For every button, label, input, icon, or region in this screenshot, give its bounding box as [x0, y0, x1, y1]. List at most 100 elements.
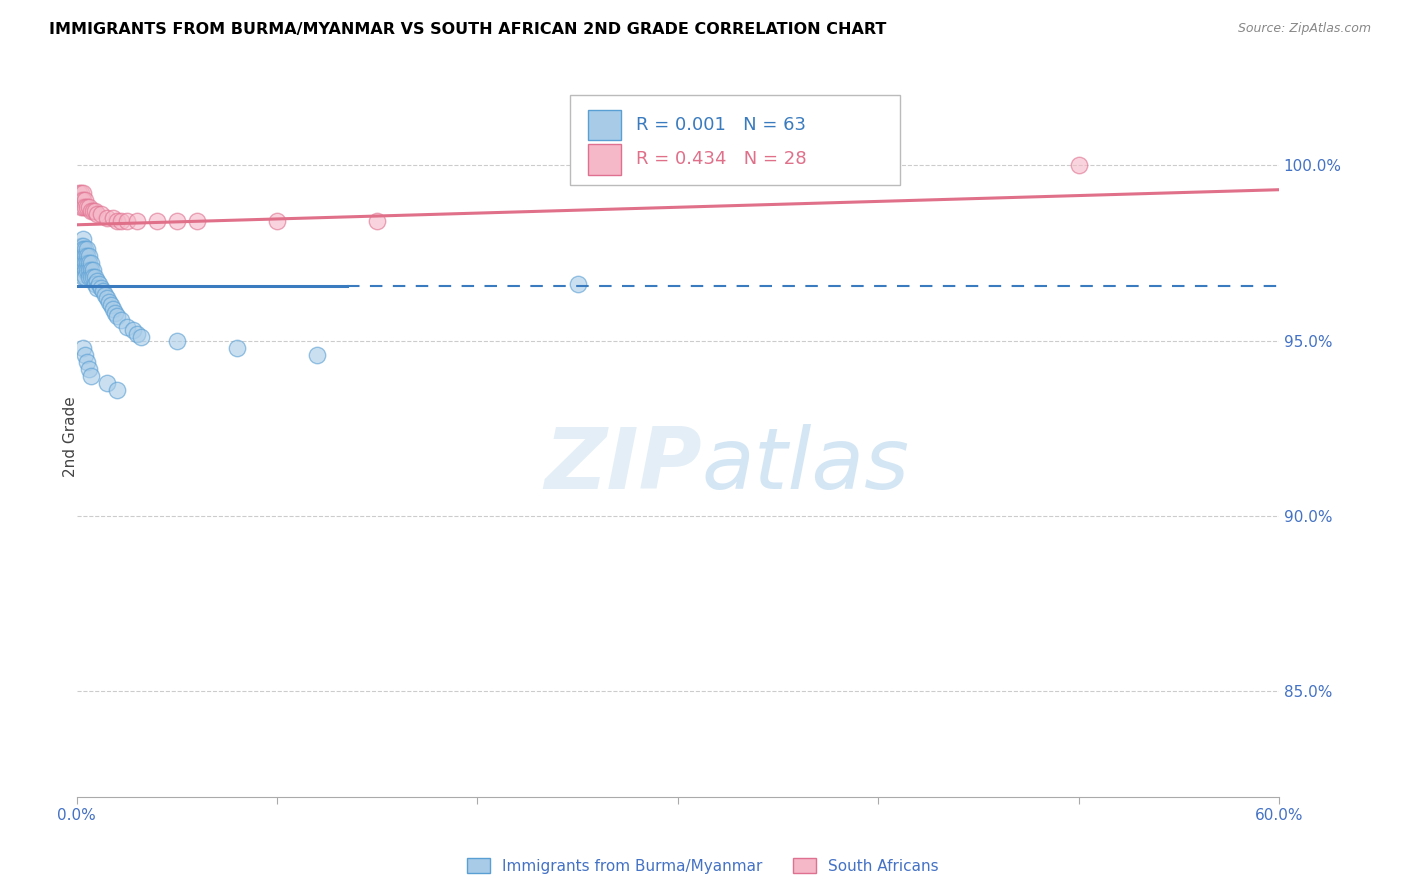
Point — [82, 203, 104, 218]
Point — [79, 203, 101, 218]
Point — [125, 326, 148, 341]
Point — [110, 312, 132, 326]
Point — [115, 214, 138, 228]
Point — [105, 383, 128, 397]
Point — [101, 301, 124, 316]
Point — [166, 214, 188, 228]
Point — [73, 348, 96, 362]
Point — [82, 263, 104, 277]
Point — [567, 277, 589, 292]
Point — [87, 277, 110, 292]
Point — [90, 281, 112, 295]
Point — [86, 281, 108, 295]
Y-axis label: 2nd Grade: 2nd Grade — [63, 397, 79, 477]
Point — [1067, 158, 1090, 172]
Point — [69, 239, 91, 253]
Point — [366, 214, 388, 228]
Point — [82, 270, 104, 285]
Point — [72, 249, 94, 263]
Point — [96, 292, 118, 306]
Point — [72, 200, 94, 214]
Point — [69, 243, 91, 257]
Point — [125, 214, 148, 228]
Point — [72, 186, 94, 201]
Point — [129, 330, 152, 344]
Point — [96, 376, 118, 390]
FancyBboxPatch shape — [569, 95, 900, 186]
Point — [79, 256, 101, 270]
Point — [83, 203, 105, 218]
Point — [77, 256, 100, 270]
Point — [69, 200, 91, 214]
Legend: Immigrants from Burma/Myanmar, South Africans: Immigrants from Burma/Myanmar, South Afr… — [461, 852, 945, 880]
Point — [73, 243, 96, 257]
Point — [69, 186, 91, 201]
Point — [72, 232, 94, 246]
Point — [105, 309, 128, 323]
Point — [76, 249, 98, 263]
Point — [72, 267, 94, 281]
Point — [93, 288, 115, 302]
Point — [86, 274, 108, 288]
Point — [77, 200, 100, 214]
Point — [73, 200, 96, 214]
Point — [83, 270, 105, 285]
FancyBboxPatch shape — [588, 110, 621, 140]
Point — [90, 207, 112, 221]
Point — [72, 270, 94, 285]
Point — [166, 334, 188, 348]
Point — [96, 211, 118, 225]
Point — [100, 298, 122, 312]
Point — [72, 239, 94, 253]
Point — [77, 361, 100, 376]
Point — [225, 341, 247, 355]
Point — [72, 243, 94, 257]
Point — [97, 295, 120, 310]
Point — [76, 256, 98, 270]
Point — [73, 256, 96, 270]
Text: Source: ZipAtlas.com: Source: ZipAtlas.com — [1237, 22, 1371, 36]
Point — [91, 285, 114, 299]
Point — [79, 270, 101, 285]
Point — [76, 354, 98, 368]
Text: atlas: atlas — [702, 425, 910, 508]
Text: R = 0.001   N = 63: R = 0.001 N = 63 — [636, 116, 806, 134]
Point — [69, 256, 91, 270]
Point — [186, 214, 208, 228]
Point — [72, 341, 94, 355]
Point — [77, 249, 100, 263]
Point — [110, 214, 132, 228]
Point — [305, 348, 328, 362]
Point — [73, 249, 96, 263]
Point — [101, 211, 124, 225]
Point — [79, 368, 101, 383]
Point — [67, 186, 90, 201]
Point — [86, 207, 108, 221]
Text: ZIP: ZIP — [544, 425, 702, 508]
Point — [79, 263, 101, 277]
Point — [77, 263, 100, 277]
Point — [72, 193, 94, 207]
Text: R = 0.434   N = 28: R = 0.434 N = 28 — [636, 151, 806, 169]
Point — [69, 249, 91, 263]
Point — [145, 214, 167, 228]
Point — [69, 193, 91, 207]
FancyBboxPatch shape — [588, 145, 621, 175]
Point — [104, 305, 127, 319]
Point — [121, 323, 143, 337]
Point — [72, 256, 94, 270]
Point — [69, 252, 91, 267]
Point — [83, 277, 105, 292]
Point — [72, 263, 94, 277]
Point — [73, 263, 96, 277]
Point — [115, 319, 138, 334]
Text: IMMIGRANTS FROM BURMA/MYANMAR VS SOUTH AFRICAN 2ND GRADE CORRELATION CHART: IMMIGRANTS FROM BURMA/MYANMAR VS SOUTH A… — [49, 22, 887, 37]
Point — [266, 214, 288, 228]
Point — [77, 270, 100, 285]
Point — [67, 252, 90, 267]
Point — [76, 200, 98, 214]
Point — [76, 243, 98, 257]
Point — [69, 260, 91, 274]
Point — [73, 193, 96, 207]
Point — [105, 214, 128, 228]
